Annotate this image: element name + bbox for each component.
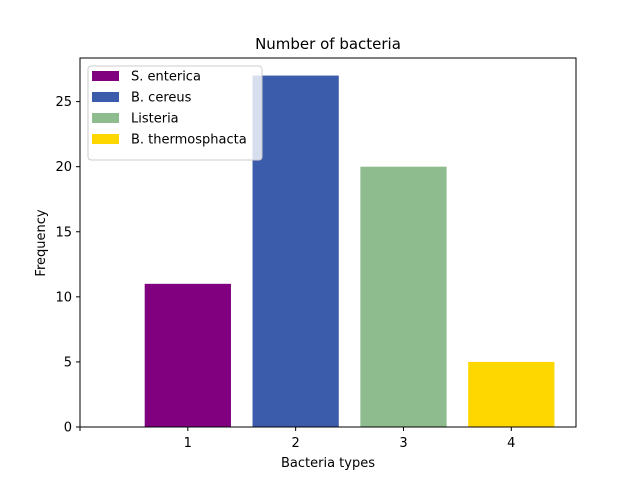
y-tick-label: 20 xyxy=(55,160,72,175)
bar-1 xyxy=(144,283,231,427)
x-tick-label: 2 xyxy=(292,436,300,451)
x-tick-label: 3 xyxy=(399,436,407,451)
legend-label: B. thermosphacta xyxy=(131,133,247,148)
plot-frame xyxy=(79,57,577,428)
legend-swatch xyxy=(92,113,119,123)
x-axis-ticks: 1 2 3 4 xyxy=(79,427,515,451)
x-tick-label: 1 xyxy=(184,436,192,451)
chart-title: Number of bacteria xyxy=(255,35,401,53)
legend-box xyxy=(87,65,263,161)
y-tick-label: 25 xyxy=(55,95,72,110)
legend-swatch xyxy=(92,71,119,81)
x-tick-label: 4 xyxy=(507,436,515,451)
legend-swatch xyxy=(92,134,119,144)
bars-group xyxy=(144,75,555,428)
y-tick-label: 10 xyxy=(55,290,72,305)
y-axis-label: Frequency xyxy=(34,209,49,276)
y-tick-label: 0 xyxy=(64,421,72,436)
legend-label: Listeria xyxy=(131,112,179,127)
y-tick-label: 5 xyxy=(64,355,72,370)
y-tick-label: 15 xyxy=(55,225,72,240)
legend-label: S. enterica xyxy=(131,70,201,85)
bar-2 xyxy=(252,75,339,428)
legend-label: B. cereus xyxy=(131,91,192,106)
bar-4 xyxy=(468,361,555,427)
y-axis-ticks: 0 5 10 15 20 25 xyxy=(55,95,80,436)
legend-swatch xyxy=(92,92,119,102)
x-axis-label: Bacteria types xyxy=(281,456,375,471)
legend: S. enterica B. cereus Listeria B. thermosph… xyxy=(87,65,263,161)
bar-3 xyxy=(360,166,447,427)
